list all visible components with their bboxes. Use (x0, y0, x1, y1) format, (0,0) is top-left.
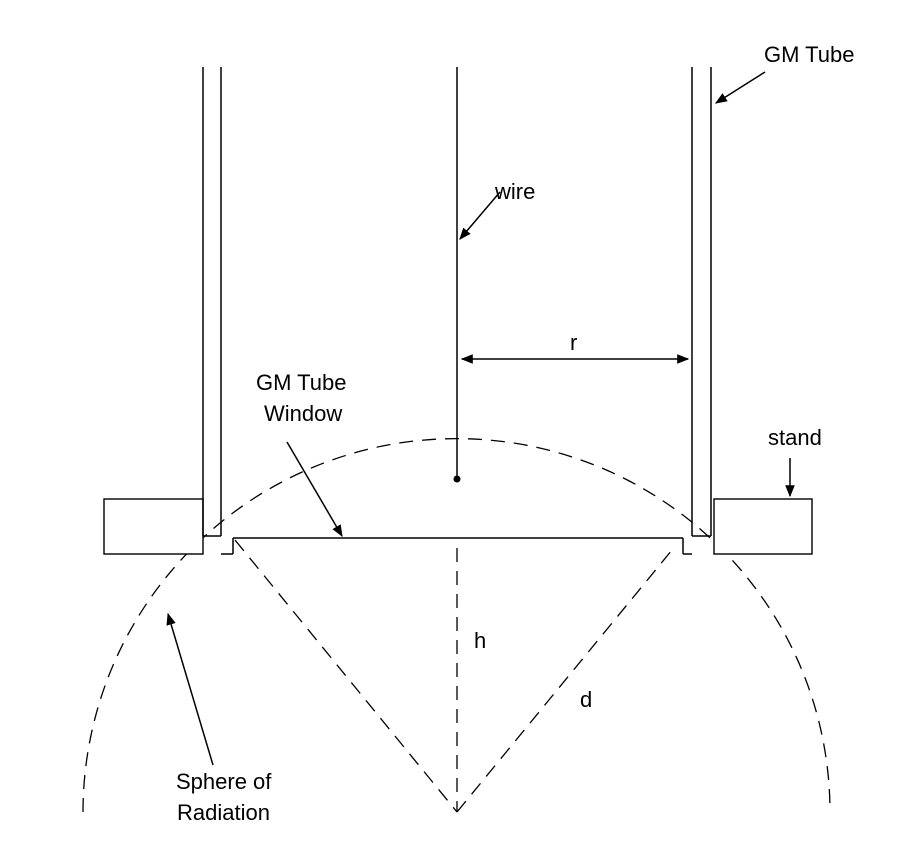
stand-label: stand (768, 425, 822, 450)
distance-line (456, 549, 673, 813)
gm-tube-window (221, 537, 692, 555)
sphere-pointer-arrow (166, 612, 214, 766)
gm-tube-pointer-arrow (714, 71, 766, 104)
height-label: h (474, 628, 486, 653)
window-pointer-arrow (286, 441, 343, 538)
sphere-label-line2: Radiation (177, 800, 270, 825)
distance-label: d (580, 687, 592, 712)
gm-tube-walls (202, 67, 712, 537)
sphere-label-line1: Sphere of (176, 769, 272, 794)
left-stand (103, 498, 204, 555)
radius-label: r (570, 330, 577, 355)
wire-tip-dot (453, 475, 461, 483)
window-label-line1: GM Tube (256, 370, 346, 395)
right-stand (713, 498, 813, 555)
window-label-line2: Window (264, 401, 342, 426)
wire-label: wire (494, 179, 535, 204)
gm-tube-label: GM Tube (764, 42, 854, 67)
wire-pointer-arrow (459, 191, 501, 240)
left-edge-line (234, 539, 458, 813)
